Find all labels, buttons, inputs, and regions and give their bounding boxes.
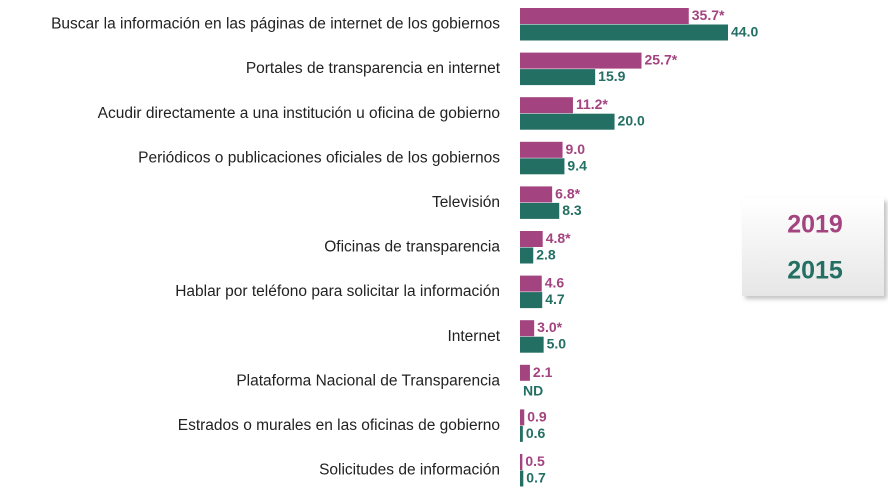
category-label: Buscar la información en las páginas de … [51,16,500,33]
value-label: 6.8* [555,185,580,201]
value-label: 0.9 [527,408,547,424]
value-label: 4.8* [546,230,571,246]
category-label: Hablar por teléfono para solicitar la in… [175,283,500,300]
value-label: 25.7* [644,52,677,68]
bar [520,425,523,442]
bar [520,292,543,309]
bar [520,470,524,487]
value-label: 0.5 [525,453,545,469]
category-label: Televisión [432,194,500,211]
bar [520,69,596,86]
bar [520,202,560,219]
bar [520,24,728,41]
bar [520,186,553,203]
bar [520,454,523,470]
category-label: Acudir directamente a una institución u … [98,105,500,122]
category-label: Estrados o murales en las oficinas de go… [178,417,500,434]
bar [520,336,544,353]
bar [520,231,543,247]
bar [520,364,530,381]
bar [520,247,534,264]
value-label: 9.0 [566,141,586,157]
value-label: 0.6 [526,425,546,441]
value-label: 9.4 [567,157,587,173]
bar [520,141,563,158]
value-label: 2.8 [536,246,556,262]
value-label: 3.0* [537,319,562,335]
legend-box [742,198,884,296]
bar [520,409,525,426]
bar [520,320,535,337]
value-label: 0.7 [526,469,546,485]
bar [520,158,565,175]
value-label: 44.0 [731,23,758,39]
value-label: 8.3 [562,202,582,218]
legend-label: 2015 [787,257,843,285]
bar [520,52,642,69]
value-label: 4.7 [545,291,565,307]
legend-label: 2019 [787,211,843,239]
category-label: Solicitudes de información [319,462,500,479]
bar [520,275,542,292]
value-label: 4.6 [545,275,565,291]
value-label: 5.0 [547,336,567,352]
category-label: Periódicos o publicaciones oficiales de … [138,149,500,166]
category-label: Internet [447,328,500,345]
bar [520,113,615,130]
bar [520,8,689,24]
value-label: 35.7* [692,7,725,23]
category-label: Plataforma Nacional de Transparencia [236,372,500,389]
value-label: 11.2* [576,96,608,112]
bar [520,97,573,114]
value-label: 15.9 [598,68,625,84]
category-label: Portales de transparencia en internet [246,60,501,77]
value-label: ND [523,382,543,398]
value-label: 20.0 [618,113,645,129]
value-label: 2.1 [533,364,553,380]
category-label: Oficinas de transparencia [324,239,500,256]
